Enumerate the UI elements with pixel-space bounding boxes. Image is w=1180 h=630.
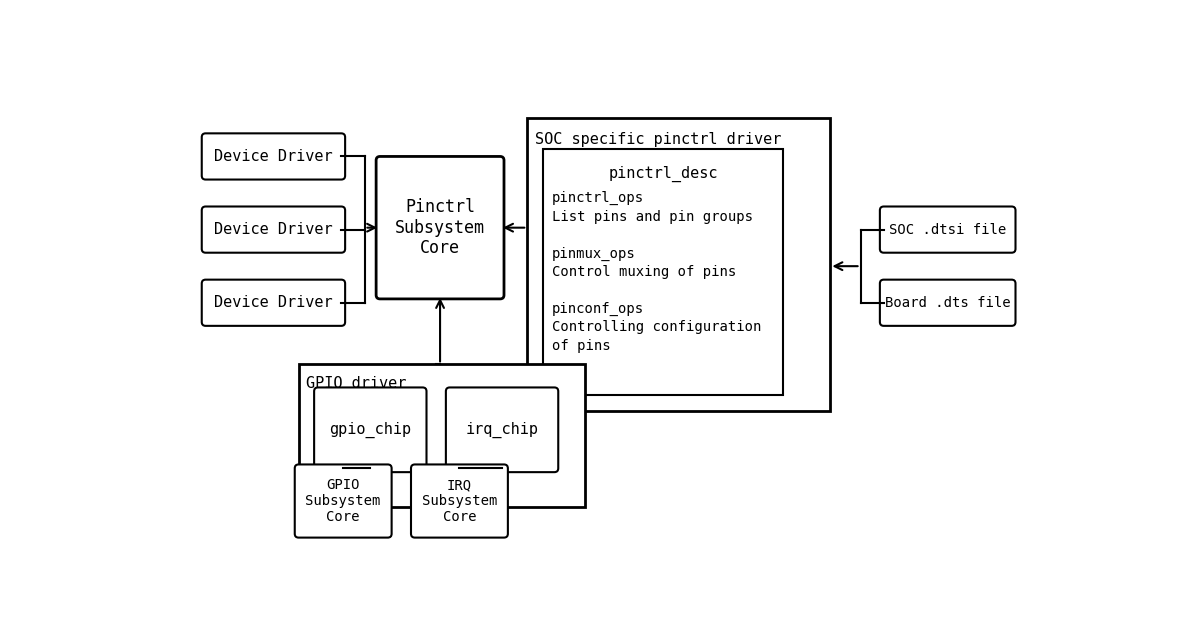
FancyBboxPatch shape [376,156,504,299]
Text: IRQ
Subsystem
Core: IRQ Subsystem Core [421,478,497,524]
FancyBboxPatch shape [880,207,1016,253]
FancyBboxPatch shape [202,280,345,326]
Text: Device Driver: Device Driver [214,149,333,164]
Text: pinctrl_desc: pinctrl_desc [608,166,717,182]
FancyBboxPatch shape [295,464,392,537]
FancyBboxPatch shape [880,280,1016,326]
FancyBboxPatch shape [411,464,507,537]
Bar [527,118,830,411]
Text: Board .dts file: Board .dts file [885,295,1010,310]
Text: GPIO
Subsystem
Core: GPIO Subsystem Core [306,478,381,524]
Text: SOC .dtsi file: SOC .dtsi file [889,222,1007,237]
FancyBboxPatch shape [314,387,426,472]
Text: SOC specific pinctrl driver: SOC specific pinctrl driver [535,132,781,147]
Text: Device Driver: Device Driver [214,295,333,310]
FancyBboxPatch shape [446,387,558,472]
Text: gpio_chip: gpio_chip [329,421,412,438]
FancyBboxPatch shape [202,134,345,180]
Text: pinctrl_ops
List pins and pin groups

pinmux_ops
Control muxing of pins

pinconf: pinctrl_ops List pins and pin groups pin… [552,191,761,353]
Text: GPIO driver: GPIO driver [307,376,407,391]
Text: irq_chip: irq_chip [466,421,538,438]
Text: Pinctrl
Subsystem
Core: Pinctrl Subsystem Core [395,198,485,258]
Text: Device Driver: Device Driver [214,222,333,237]
Bar [299,364,585,507]
FancyBboxPatch shape [202,207,345,253]
Bar [543,149,784,395]
